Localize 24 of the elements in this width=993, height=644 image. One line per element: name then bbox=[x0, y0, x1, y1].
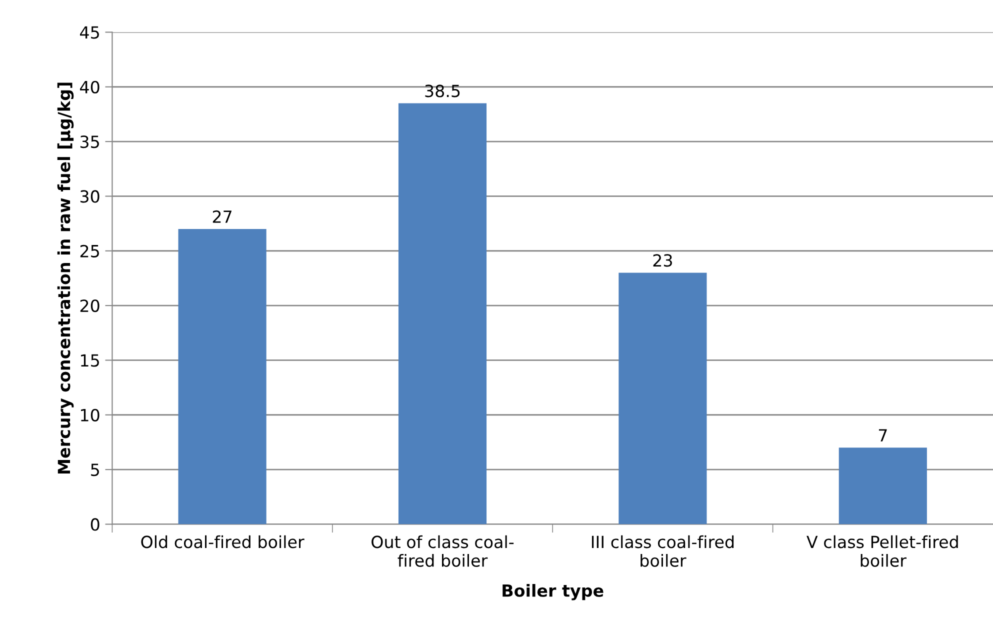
bar bbox=[618, 272, 707, 524]
data-label: 7 bbox=[878, 429, 887, 442]
x-tick-label: V class Pellet-fired boiler bbox=[806, 535, 958, 567]
y-tick-label: 45 bbox=[80, 26, 99, 39]
y-tick-label: 30 bbox=[80, 190, 100, 203]
y-tick-label: 35 bbox=[80, 136, 99, 148]
y-tick-label: 5 bbox=[91, 464, 99, 476]
y-tick-label: 15 bbox=[81, 354, 99, 367]
x-tick-label: III class coal-fired boiler bbox=[592, 535, 734, 567]
bar bbox=[838, 448, 927, 524]
y-axis-title: Mercury concentration in raw fuel [µg/kg] bbox=[57, 82, 74, 474]
x-axis-title: Boiler type bbox=[502, 584, 604, 600]
x-tick-label: Old coal-fired boiler bbox=[141, 535, 304, 548]
data-label: 27 bbox=[212, 210, 232, 223]
bar bbox=[178, 229, 266, 524]
data-label: 23 bbox=[653, 254, 672, 267]
y-tick-label: 0 bbox=[90, 518, 100, 531]
y-tick-label: 10 bbox=[81, 408, 100, 422]
data-label: 38.5 bbox=[425, 84, 460, 98]
bar bbox=[398, 103, 487, 524]
y-tick-label: 40 bbox=[80, 80, 100, 94]
y-tick-label: 25 bbox=[80, 244, 99, 258]
y-tick-label: 20 bbox=[80, 300, 100, 312]
x-tick-label: Out of class coal- fired boiler bbox=[372, 535, 514, 567]
